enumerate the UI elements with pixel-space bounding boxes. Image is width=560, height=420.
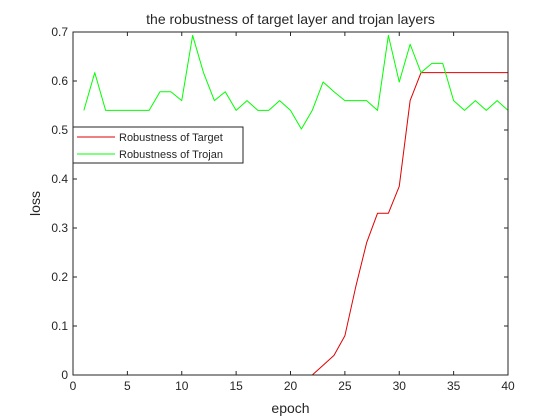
x-tick-label: 0	[70, 379, 77, 393]
x-tick-label: 15	[229, 379, 243, 393]
y-tick-label: 0.5	[51, 123, 68, 137]
y-tick-label: 0.2	[51, 270, 68, 284]
y-axis-label: loss	[27, 191, 43, 216]
y-tick-label: 0.7	[51, 25, 68, 39]
y-tick-label: 0	[61, 368, 68, 382]
chart-title: the robustness of target layer and troja…	[146, 11, 435, 27]
x-tick-label: 40	[501, 379, 515, 393]
x-tick-label: 30	[393, 379, 407, 393]
legend-label-trojan: Robustness of Trojan	[119, 149, 223, 161]
x-tick-label: 5	[124, 379, 131, 393]
legend-label-target: Robustness of Target	[119, 132, 223, 144]
y-tick-label: 0.1	[51, 319, 68, 333]
y-tick-label: 0.3	[51, 221, 68, 235]
x-tick-label: 10	[175, 379, 189, 393]
plot-area	[73, 32, 508, 375]
legend: Robustness of Target Robustness of Troja…	[73, 127, 243, 163]
y-tick-label: 0.6	[51, 74, 68, 88]
y-tick-label: 0.4	[51, 172, 68, 186]
x-tick-label: 35	[447, 379, 461, 393]
x-tick-label: 20	[284, 379, 298, 393]
x-axis-label: epoch	[271, 400, 309, 416]
x-tick-label: 25	[338, 379, 352, 393]
